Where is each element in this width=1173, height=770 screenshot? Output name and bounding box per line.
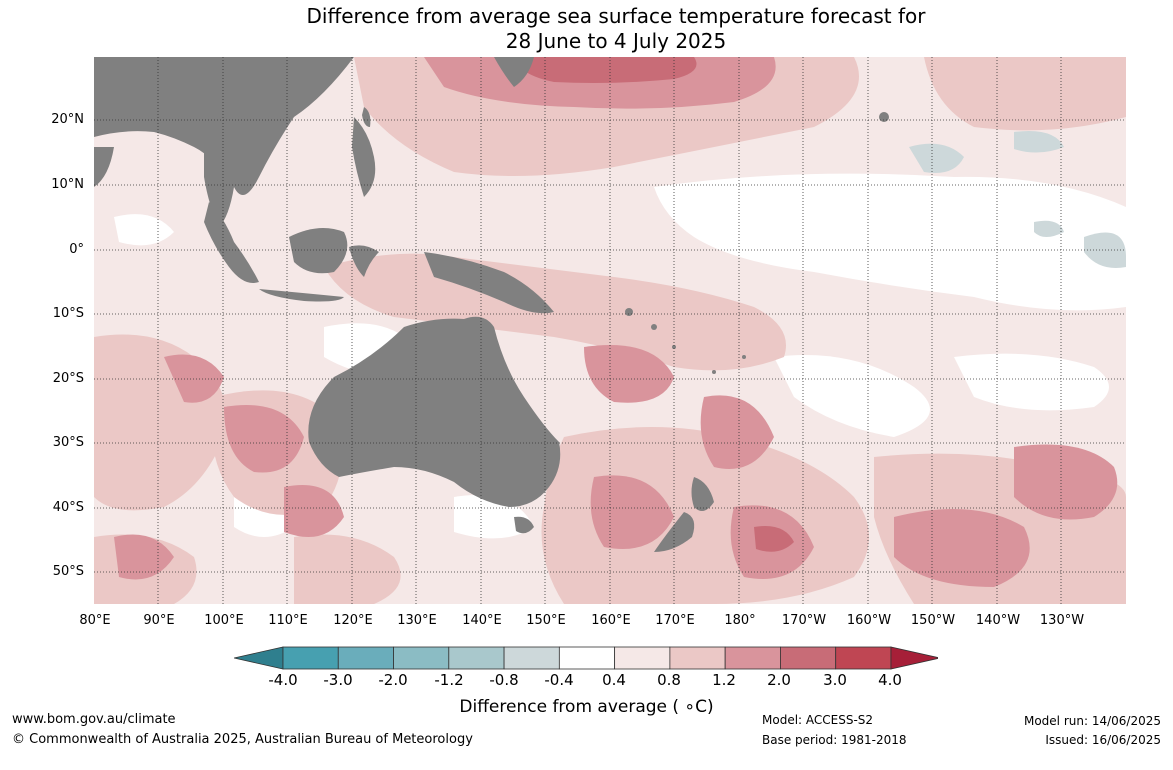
colorbar-arrow-low	[234, 646, 284, 670]
colorbar-tick: 0.8	[657, 671, 681, 689]
colorbar-tick: -2.0	[378, 671, 408, 689]
land-masses	[94, 57, 889, 552]
lat-label-10n: 10°N	[51, 177, 84, 192]
footer-copyright: © Commonwealth of Australia 2025, Austra…	[12, 732, 473, 747]
footer-model: Model: ACCESS-S2	[762, 713, 874, 727]
colorbar-tick: -0.8	[489, 671, 519, 689]
lon-label-130w: 130°W	[1039, 613, 1085, 628]
colorbar-segment	[669, 646, 726, 670]
lon-label-140e: 140°E	[462, 613, 502, 628]
colorbar-tick: 0.4	[602, 671, 626, 689]
lat-label-20n: 20°N	[51, 112, 84, 127]
colorbar-segment	[448, 646, 505, 670]
colorbar-tick: 3.0	[823, 671, 847, 689]
lat-label-20s: 20°S	[52, 371, 84, 386]
map-title: Difference from average sea surface temp…	[0, 4, 1173, 54]
lon-label-100e: 100°E	[204, 613, 244, 628]
lon-label-170w: 170°W	[781, 613, 827, 628]
lon-label-90e: 90°E	[143, 613, 175, 628]
colorbar-tick: -3.0	[323, 671, 353, 689]
footer-model-run: Model run: 14/06/2025	[1023, 714, 1161, 728]
lon-label-110e: 110°E	[268, 613, 308, 628]
footer-url: www.bom.gov.au/climate	[12, 712, 176, 727]
title-line-1: Difference from average sea surface temp…	[306, 4, 926, 28]
lat-label-10s: 10°S	[52, 306, 84, 321]
colorbar-label: Difference from average ( ∘C)	[459, 697, 714, 717]
lat-label-0: 0°	[69, 242, 84, 257]
lon-label-160e: 160°E	[591, 613, 631, 628]
colorbar-segment	[337, 646, 394, 670]
footer-issued: Issued: 16/06/2025	[1045, 733, 1161, 747]
lon-label-150w: 150°W	[910, 613, 956, 628]
lon-label-140w: 140°W	[975, 613, 1021, 628]
colorbar-tick: -4.0	[268, 671, 298, 689]
graticule	[94, 57, 1126, 604]
colorbar-segment	[835, 646, 892, 670]
anomaly-hot	[514, 57, 794, 552]
lon-label-120e: 120°E	[333, 613, 373, 628]
title-line-2: 28 June to 4 July 2025	[505, 29, 727, 53]
lon-label-80e: 80°E	[79, 613, 111, 628]
lon-label-180: 180°	[724, 613, 756, 628]
lon-label-150e: 150°E	[526, 613, 566, 628]
colorbar-segment	[282, 646, 339, 670]
sst-anomaly-map	[94, 57, 1126, 604]
colorbar-segment	[614, 646, 671, 670]
lon-label-130e: 130°E	[397, 613, 437, 628]
colorbar	[234, 646, 938, 670]
colorbar-tick: 4.0	[878, 671, 902, 689]
colorbar-tick: 1.2	[712, 671, 736, 689]
footer-base-period: Base period: 1981-2018	[762, 733, 907, 747]
anomaly-warm	[114, 57, 1118, 587]
colorbar-segment	[558, 646, 616, 670]
colorbar-segment	[393, 646, 450, 670]
lon-label-160w: 160°W	[846, 613, 892, 628]
lat-label-30s: 30°S	[52, 435, 84, 450]
colorbar-tick: 2.0	[767, 671, 791, 689]
colorbar-segment	[724, 646, 781, 670]
colorbar-segment	[503, 646, 560, 670]
lat-label-50s: 50°S	[52, 564, 84, 579]
colorbar-arrow-high	[890, 646, 938, 670]
colorbar-tick: -1.2	[434, 671, 464, 689]
lat-label-40s: 40°S	[52, 500, 84, 515]
colorbar-segment	[780, 646, 837, 670]
colorbar-tick: -0.4	[544, 671, 574, 689]
lon-label-170e: 170°E	[655, 613, 695, 628]
